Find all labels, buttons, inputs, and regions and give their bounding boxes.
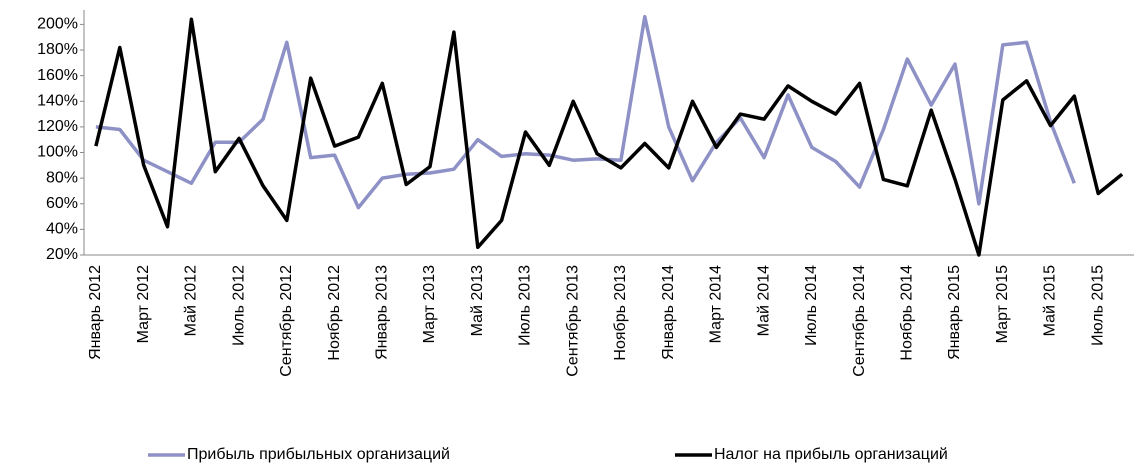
y-tick-label: 140% — [37, 92, 78, 109]
x-tick-label: Март 2015 — [994, 265, 1011, 343]
y-tick-label: 200% — [37, 16, 78, 33]
x-tick-label: Май 2012 — [183, 265, 200, 336]
x-tick-label: Май 2014 — [755, 265, 772, 336]
legend-label: Налог на прибыль организаций — [714, 446, 948, 463]
x-tick-label: Январь 2012 — [87, 265, 104, 360]
x-tick-label: Май 2015 — [1042, 265, 1059, 336]
x-tick-label: Январь 2014 — [660, 265, 677, 360]
y-tick-label: 120% — [37, 118, 78, 135]
x-tick-label: Январь 2015 — [946, 265, 963, 360]
x-tick-label: Март 2013 — [421, 265, 438, 343]
x-tick-label: Март 2014 — [708, 265, 725, 343]
y-tick-label: 160% — [37, 67, 78, 84]
y-tick-label: 100% — [37, 144, 78, 161]
series-line — [95, 14, 1076, 210]
series-line — [94, 17, 1124, 257]
x-tick-label: Июль 2012 — [230, 265, 247, 346]
x-tick-label: Сентябрь 2014 — [851, 265, 868, 377]
x-tick-label: Ноябрь 2013 — [612, 265, 629, 361]
y-tick-label: 80% — [46, 169, 78, 186]
legend-label: Прибыль прибыльных организаций — [187, 446, 450, 463]
y-tick-label: 180% — [37, 41, 78, 58]
y-tick-label: 60% — [46, 195, 78, 212]
x-tick-label: Июль 2013 — [517, 265, 534, 346]
x-tick-label: Январь 2013 — [374, 265, 391, 360]
x-tick-label: Сентябрь 2012 — [278, 265, 295, 377]
x-tick-label: Июль 2014 — [803, 265, 820, 346]
y-tick-label: 40% — [46, 221, 78, 238]
x-tick-label: Май 2013 — [469, 265, 486, 336]
x-tick-label: Сентябрь 2013 — [564, 265, 581, 377]
x-tick-label: Июль 2015 — [1089, 265, 1106, 346]
x-tick-label: Ноябрь 2012 — [326, 265, 343, 361]
x-tick-label: Ноябрь 2014 — [899, 265, 916, 361]
x-tick-label: Март 2012 — [135, 265, 152, 343]
y-tick-label: 20% — [46, 246, 78, 263]
